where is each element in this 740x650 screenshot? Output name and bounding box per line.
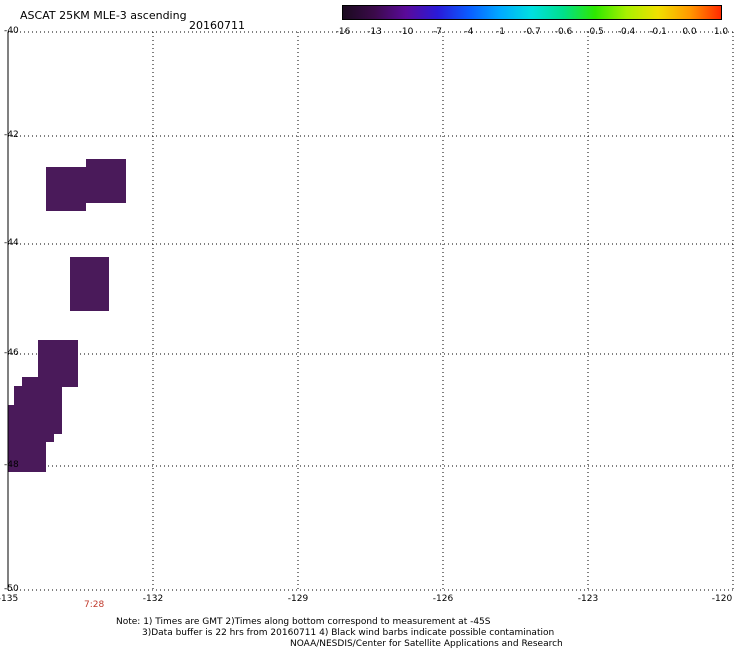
colorbar-label: -10 [398, 27, 414, 37]
colorbar-label: -16 [335, 27, 351, 37]
latitude-label: -42 [4, 130, 19, 140]
latitude-label: -46 [4, 348, 19, 358]
time-label: 7:28 [84, 600, 105, 610]
colorbar-label: -0.4 [617, 27, 636, 37]
colorbar-label: -7 [433, 27, 442, 37]
data-cell [8, 405, 46, 472]
chart-title: ASCAT 25KM MLE-3 ascending [20, 9, 187, 22]
data-cell [70, 257, 109, 311]
longitude-label: -135 [0, 594, 19, 604]
colorbar-label: -0.5 [586, 27, 604, 37]
colorbar-label: 0.0 [682, 27, 697, 37]
longitude-label: -120 [711, 594, 733, 604]
longitude-label: -123 [577, 594, 599, 604]
data-cell [46, 167, 86, 211]
longitude-label: -126 [432, 594, 454, 604]
note-line-1: Note: 1) Times are GMT 2)Times along bot… [116, 617, 491, 627]
longitude-label: -132 [142, 594, 164, 604]
note-line-3: NOAA/NESDIS/Center for Satellite Applica… [290, 639, 563, 649]
latitude-label: -40 [4, 26, 19, 36]
latitude-label: -44 [4, 238, 19, 248]
colorbar-label: -0.6 [554, 27, 573, 37]
colorbar-label: -0.1 [649, 27, 667, 37]
longitude-label: -129 [287, 594, 309, 604]
note-line-2: 3)Data buffer is 22 hrs from 20160711 4)… [142, 628, 555, 638]
latitude-label: -48 [4, 460, 19, 470]
colorbar [342, 5, 722, 20]
colorbar-label: -13 [367, 27, 382, 37]
data-cells [8, 159, 126, 472]
grid-lines [8, 31, 734, 591]
data-cell [86, 159, 126, 203]
latitude-label: -50 [4, 584, 19, 594]
chart-date: 20160711 [189, 19, 245, 32]
